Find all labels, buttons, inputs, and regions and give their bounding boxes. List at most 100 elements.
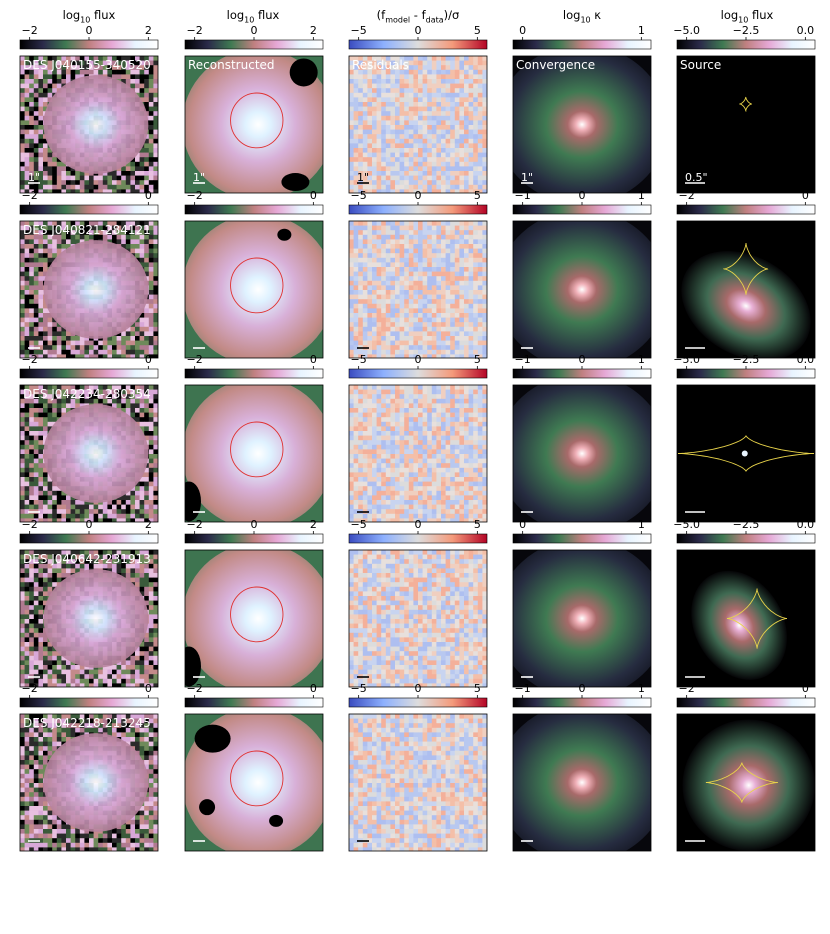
pixel	[473, 303, 479, 309]
pixel	[445, 134, 451, 140]
pixel	[112, 56, 117, 61]
pixel	[102, 60, 108, 66]
pixel	[487, 74, 492, 79]
pixel	[477, 313, 483, 318]
pixel	[473, 230, 479, 236]
pixel	[390, 239, 396, 245]
pixel	[399, 271, 405, 277]
pixel	[468, 313, 474, 318]
pixel	[24, 74, 30, 80]
pixel	[422, 60, 428, 66]
pixel	[358, 111, 364, 117]
pixel	[385, 253, 391, 259]
pixel	[29, 143, 35, 149]
pixel	[482, 299, 487, 305]
pixel	[33, 472, 39, 478]
pixel	[24, 477, 30, 482]
pixel	[459, 239, 465, 245]
pixel	[408, 138, 414, 144]
pixel	[158, 426, 163, 431]
pixel	[362, 285, 368, 291]
pixel	[482, 326, 487, 332]
pixel	[61, 225, 67, 231]
pixel	[404, 244, 410, 249]
pixel	[38, 257, 44, 263]
pixel	[121, 403, 127, 409]
pixel	[399, 262, 405, 268]
pixel	[367, 394, 373, 400]
pixel	[52, 340, 58, 346]
pixel	[376, 161, 382, 167]
pixel	[450, 180, 456, 186]
pixel	[385, 389, 391, 395]
pixel	[144, 490, 150, 496]
pixel	[454, 299, 460, 305]
pixel	[399, 60, 405, 66]
pixel	[450, 244, 456, 249]
pixel	[20, 467, 25, 473]
pixel	[84, 60, 90, 66]
pixel	[413, 106, 419, 112]
pixel	[66, 74, 71, 80]
pixel	[431, 271, 437, 277]
pixel	[441, 74, 446, 80]
pixel	[24, 463, 30, 469]
pixel	[61, 336, 67, 341]
pixel	[61, 403, 67, 409]
pixel	[33, 234, 39, 240]
pixel	[454, 125, 460, 130]
pixel	[66, 385, 71, 390]
pixel	[399, 102, 405, 107]
pixel	[390, 166, 396, 172]
pixel	[468, 303, 474, 309]
pixel	[38, 115, 44, 121]
pixel	[399, 317, 405, 323]
pixel	[29, 417, 35, 423]
pixel	[399, 88, 405, 94]
pixel	[487, 185, 492, 190]
pixel	[56, 74, 62, 80]
pixel	[38, 299, 44, 305]
pixel	[464, 161, 469, 167]
pixel	[121, 354, 127, 358]
pixel	[61, 56, 67, 61]
pixel	[148, 180, 154, 186]
pixel	[431, 69, 437, 75]
pixel	[367, 398, 373, 404]
pixel	[158, 143, 163, 148]
pixel	[144, 417, 150, 423]
pixel	[130, 175, 136, 181]
pixel	[47, 336, 53, 341]
pixel	[427, 271, 433, 277]
pixel	[367, 120, 373, 126]
pixel	[43, 354, 48, 358]
pixel	[436, 111, 442, 117]
pixel	[47, 157, 53, 163]
pixel	[38, 389, 44, 395]
pixel	[376, 56, 382, 61]
pixel	[445, 189, 451, 193]
pixel	[445, 299, 451, 305]
pixel	[376, 230, 382, 236]
pixel	[144, 408, 150, 413]
pixel	[482, 134, 487, 140]
pixel	[84, 340, 90, 346]
pixel	[144, 340, 150, 346]
pixel	[66, 56, 71, 61]
pixel	[139, 336, 145, 341]
pixel	[29, 166, 35, 172]
pixel	[135, 513, 140, 519]
pixel	[75, 65, 81, 71]
pixel	[399, 230, 405, 236]
pixel	[24, 267, 30, 272]
pixel	[153, 317, 158, 323]
pixel	[52, 248, 58, 254]
pixel	[56, 340, 62, 346]
pixel	[20, 69, 25, 75]
pixel	[75, 354, 81, 358]
pixel	[427, 180, 433, 186]
pixel	[153, 518, 158, 522]
pixel	[381, 125, 387, 130]
pixel	[349, 143, 354, 149]
